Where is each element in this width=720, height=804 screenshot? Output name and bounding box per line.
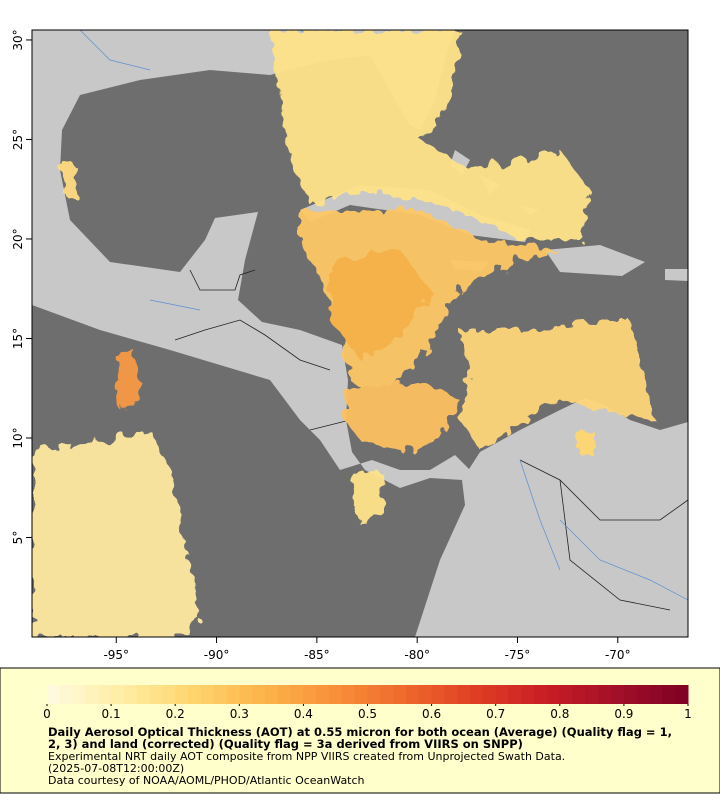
x-tick-label: -70° (605, 648, 631, 662)
colorbar-swatch (213, 685, 227, 704)
aot-patch (350, 470, 385, 525)
colorbar-tick-label: 0.1 (102, 707, 121, 721)
caption-line: Data courtesy of NOAA/AOML/PHOD/Atlantic… (48, 774, 365, 787)
y-tick-label: 30° (11, 29, 25, 50)
colorbar-swatch (662, 685, 676, 704)
colorbar-swatch (277, 685, 292, 704)
map (32, 30, 688, 637)
x-tick-label: -75° (505, 648, 531, 662)
colorbar-swatch (418, 685, 433, 704)
colorbar-swatch (675, 685, 689, 704)
colorbar-swatch (482, 685, 497, 704)
borders (174, 269, 688, 611)
colorbar-tick-label: 0.5 (358, 707, 377, 721)
colorbar-swatch (200, 685, 215, 704)
colorbar-swatch (226, 685, 240, 704)
y-tick-label: 10° (11, 427, 25, 448)
aot-patch (460, 320, 655, 450)
colorbar-swatch (136, 685, 151, 704)
colorbar-swatch (649, 685, 663, 704)
colorbar-swatch (329, 685, 343, 704)
colorbar-swatch (149, 685, 163, 704)
x-tick-label: -80° (404, 648, 430, 662)
colorbar-tick-label: 0.4 (294, 707, 313, 721)
colorbar-swatch (559, 685, 574, 704)
colorbar-swatch (393, 685, 407, 704)
colorbar-tick-label: 0.8 (550, 707, 569, 721)
land (545, 245, 645, 276)
colorbar-tick-label: 0.7 (486, 707, 505, 721)
colorbar-swatch (444, 685, 458, 704)
colorbar-swatch (252, 685, 266, 704)
colorbar-swatch (72, 685, 86, 704)
colorbar-swatch (264, 685, 279, 704)
colorbar-swatch (521, 685, 535, 704)
colorbar-swatch (85, 685, 99, 704)
x-tick-label: -95° (103, 648, 129, 662)
colorbar-swatch (534, 685, 548, 704)
colorbar-swatch (98, 685, 112, 704)
caption-line: Experimental NRT daily AOT composite fro… (48, 750, 565, 763)
caption-title: 2, 3) and land (corrected) (Quality flag… (48, 737, 523, 751)
land (415, 398, 688, 637)
land (665, 269, 688, 281)
colorbar-swatch (495, 685, 510, 704)
colorbar-tick-label: 0.6 (422, 707, 441, 721)
caption-line: (2025-07-08T12:00:00Z) (48, 762, 184, 775)
y-tick-label: 5° (11, 531, 25, 545)
colorbar-swatch (341, 685, 356, 704)
colorbar-swatch (470, 685, 484, 704)
y-tick-label: 25° (11, 129, 25, 150)
colorbar-swatch (457, 685, 471, 704)
colorbar-swatch (572, 685, 586, 704)
aot-patch (32, 430, 200, 637)
aot-patch (270, 30, 590, 240)
colorbar-swatch (367, 685, 381, 704)
colorbar-swatch (239, 685, 253, 704)
caption-title: Daily Aerosol Optical Thickness (AOT) at… (48, 725, 672, 739)
colorbar-swatch (611, 685, 625, 704)
colorbar-swatch (598, 685, 612, 704)
colorbar-swatch (354, 685, 368, 704)
colorbar-swatch (380, 685, 394, 704)
caption: Daily Aerosol Optical Thickness (AOT) at… (48, 725, 672, 787)
colorbar-tick-label: 0.3 (230, 707, 249, 721)
map-frame (31, 29, 689, 638)
aot-patch (345, 380, 460, 450)
colorbar-swatch (303, 685, 317, 704)
colorbar-swatch (175, 685, 189, 704)
colorbar-tick-label: 0.2 (166, 707, 185, 721)
y-tick-label: 20° (11, 228, 25, 249)
aot-patch (115, 350, 140, 410)
colorbar-swatch (431, 685, 445, 704)
colorbar-swatch (59, 685, 74, 704)
colorbar-swatch (585, 685, 599, 704)
colorbar-swatch (290, 685, 304, 704)
colorbar-swatch (111, 685, 125, 704)
colorbar-swatch (405, 685, 420, 704)
aot-patch (575, 430, 595, 455)
colorbar-swatch (188, 685, 202, 704)
colorbar-swatch (546, 685, 561, 704)
colorbar-tick-label: 0.9 (614, 707, 633, 721)
aot-field (32, 30, 655, 637)
colorbar-swatch (123, 685, 138, 704)
aot-patch (330, 250, 430, 360)
colorbar-swatch (47, 685, 61, 704)
y-tick-label: 15° (11, 328, 25, 349)
colorbar-swatch (636, 685, 651, 704)
colorbar-tick-label: 0 (43, 707, 51, 721)
colorbar-swatch (623, 685, 638, 704)
x-tick-label: -90° (204, 648, 230, 662)
aot-patch (62, 160, 78, 200)
x-tick-label: -85° (304, 648, 330, 662)
colorbar-tick-label: 1 (684, 707, 692, 721)
colorbar-swatch (162, 685, 176, 704)
colorbar-swatch (508, 685, 522, 704)
colorbar-swatch (316, 685, 330, 704)
